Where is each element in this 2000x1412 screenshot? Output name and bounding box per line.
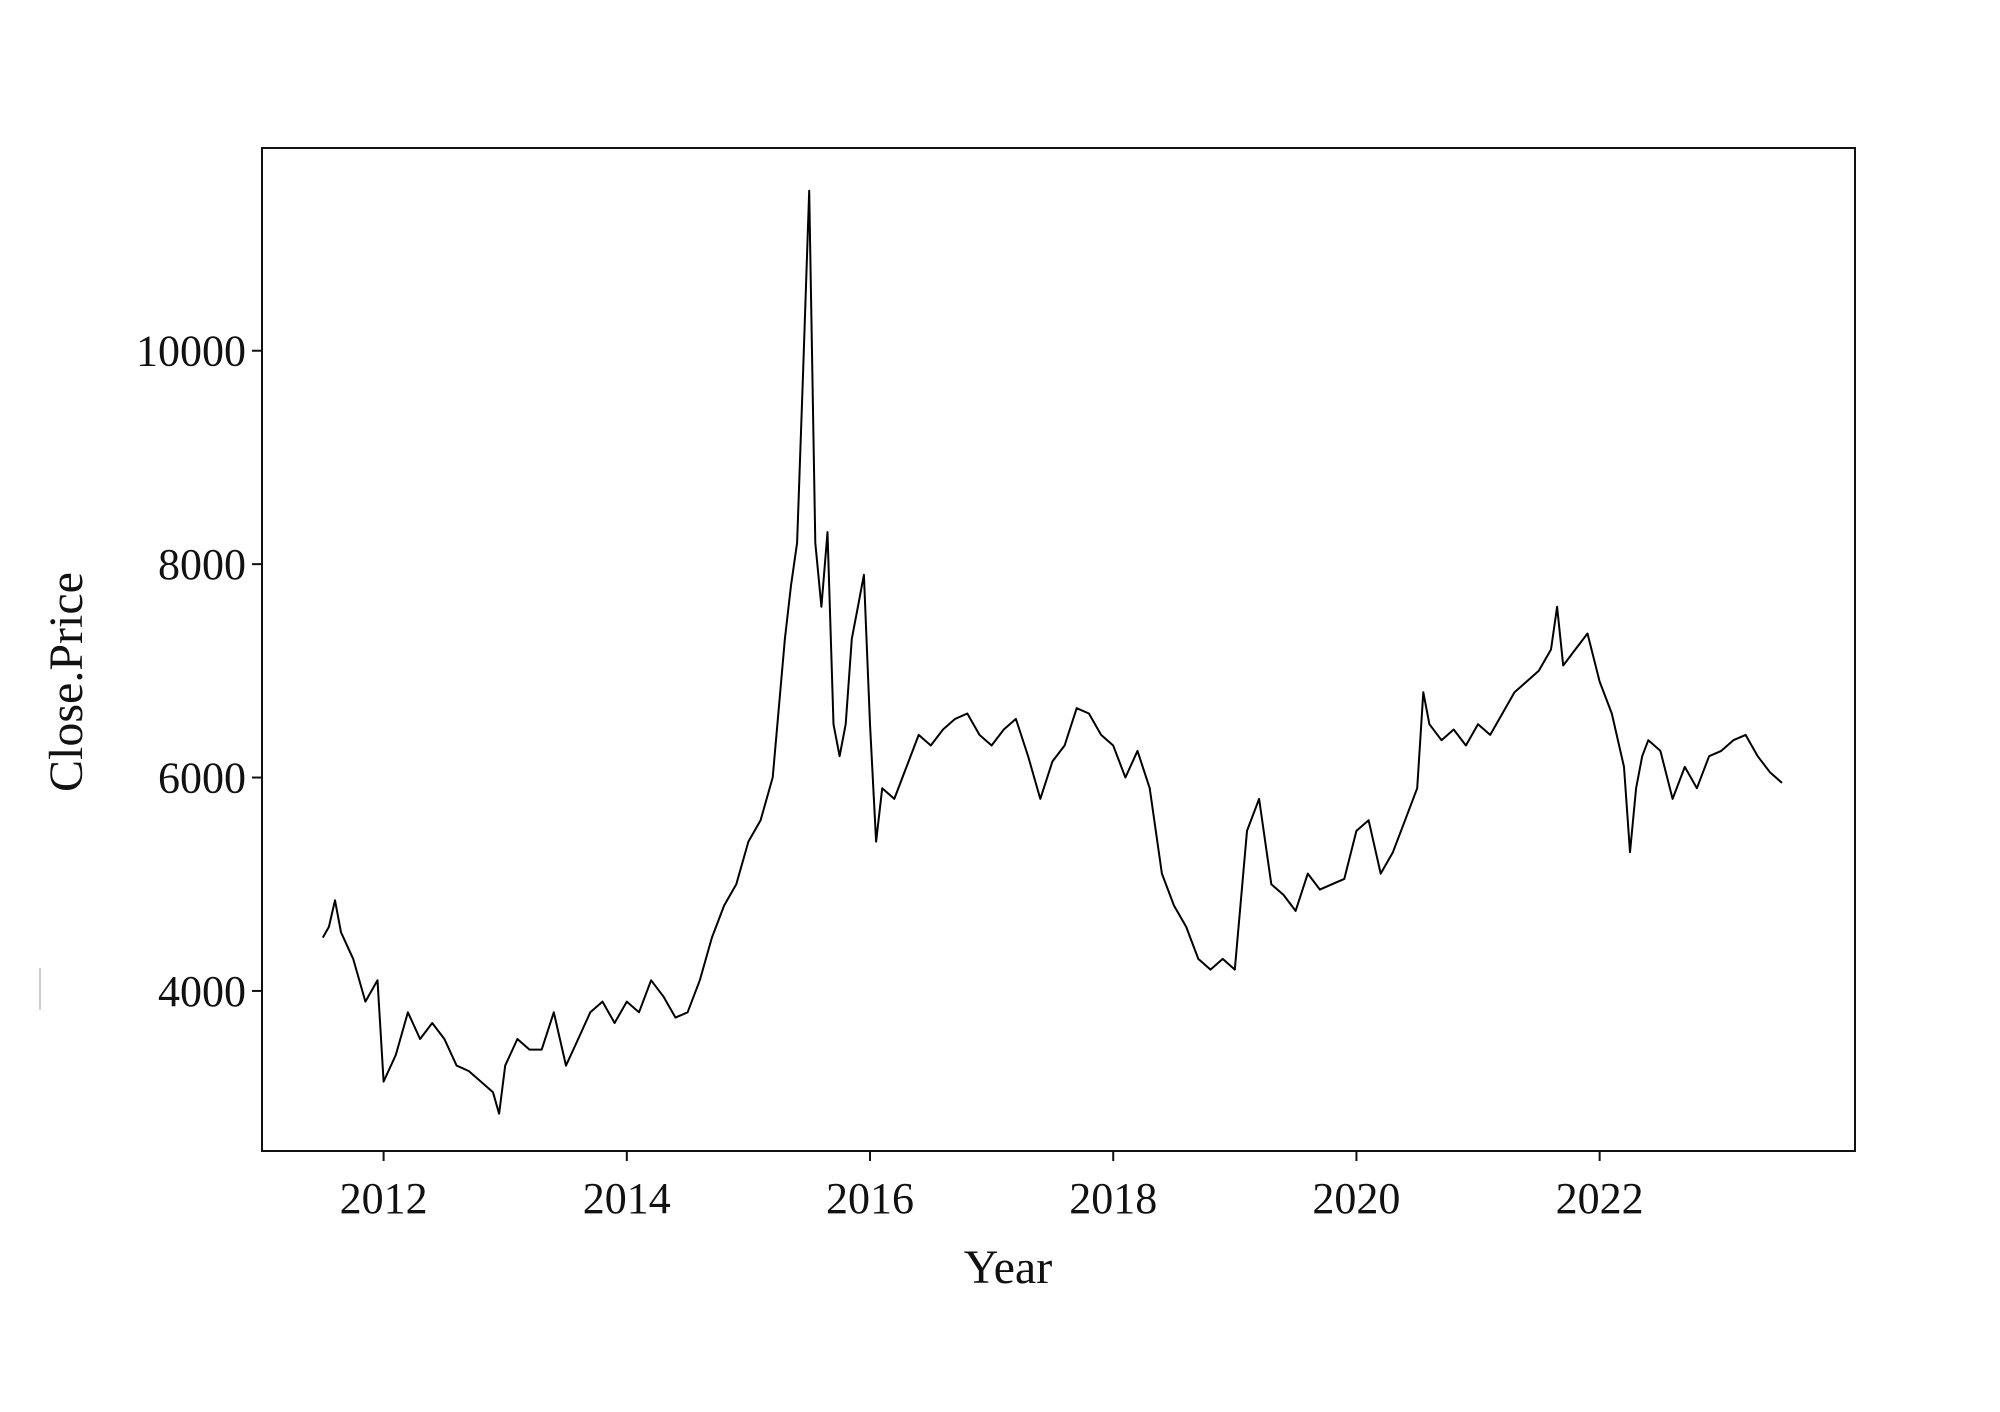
x-tick-label: 2018: [1069, 1174, 1157, 1223]
x-tick-label: 2012: [340, 1174, 428, 1223]
plot-area: [321, 189, 1783, 1115]
plot-frame: [261, 147, 1856, 1152]
y-tick-label: 8000: [158, 540, 246, 589]
x-tick-label: 2020: [1312, 1174, 1400, 1223]
y-tick-label: 4000: [158, 967, 246, 1016]
y-tick-label: 6000: [158, 754, 246, 803]
x-tick-label: 2022: [1556, 1174, 1644, 1223]
y-tick-label: 10000: [136, 327, 246, 376]
x-tick-label: 2016: [826, 1174, 914, 1223]
x-axis: 2012 2014 2016 2018 2020 2022: [340, 1151, 1644, 1223]
y-axis: 4000 6000 8000 10000: [136, 327, 262, 1016]
series-line: [321, 189, 1783, 1115]
x-axis-title: Year: [964, 1241, 1052, 1294]
y-axis-title: Close.Price: [40, 572, 93, 792]
x-tick-label: 2014: [583, 1174, 671, 1223]
